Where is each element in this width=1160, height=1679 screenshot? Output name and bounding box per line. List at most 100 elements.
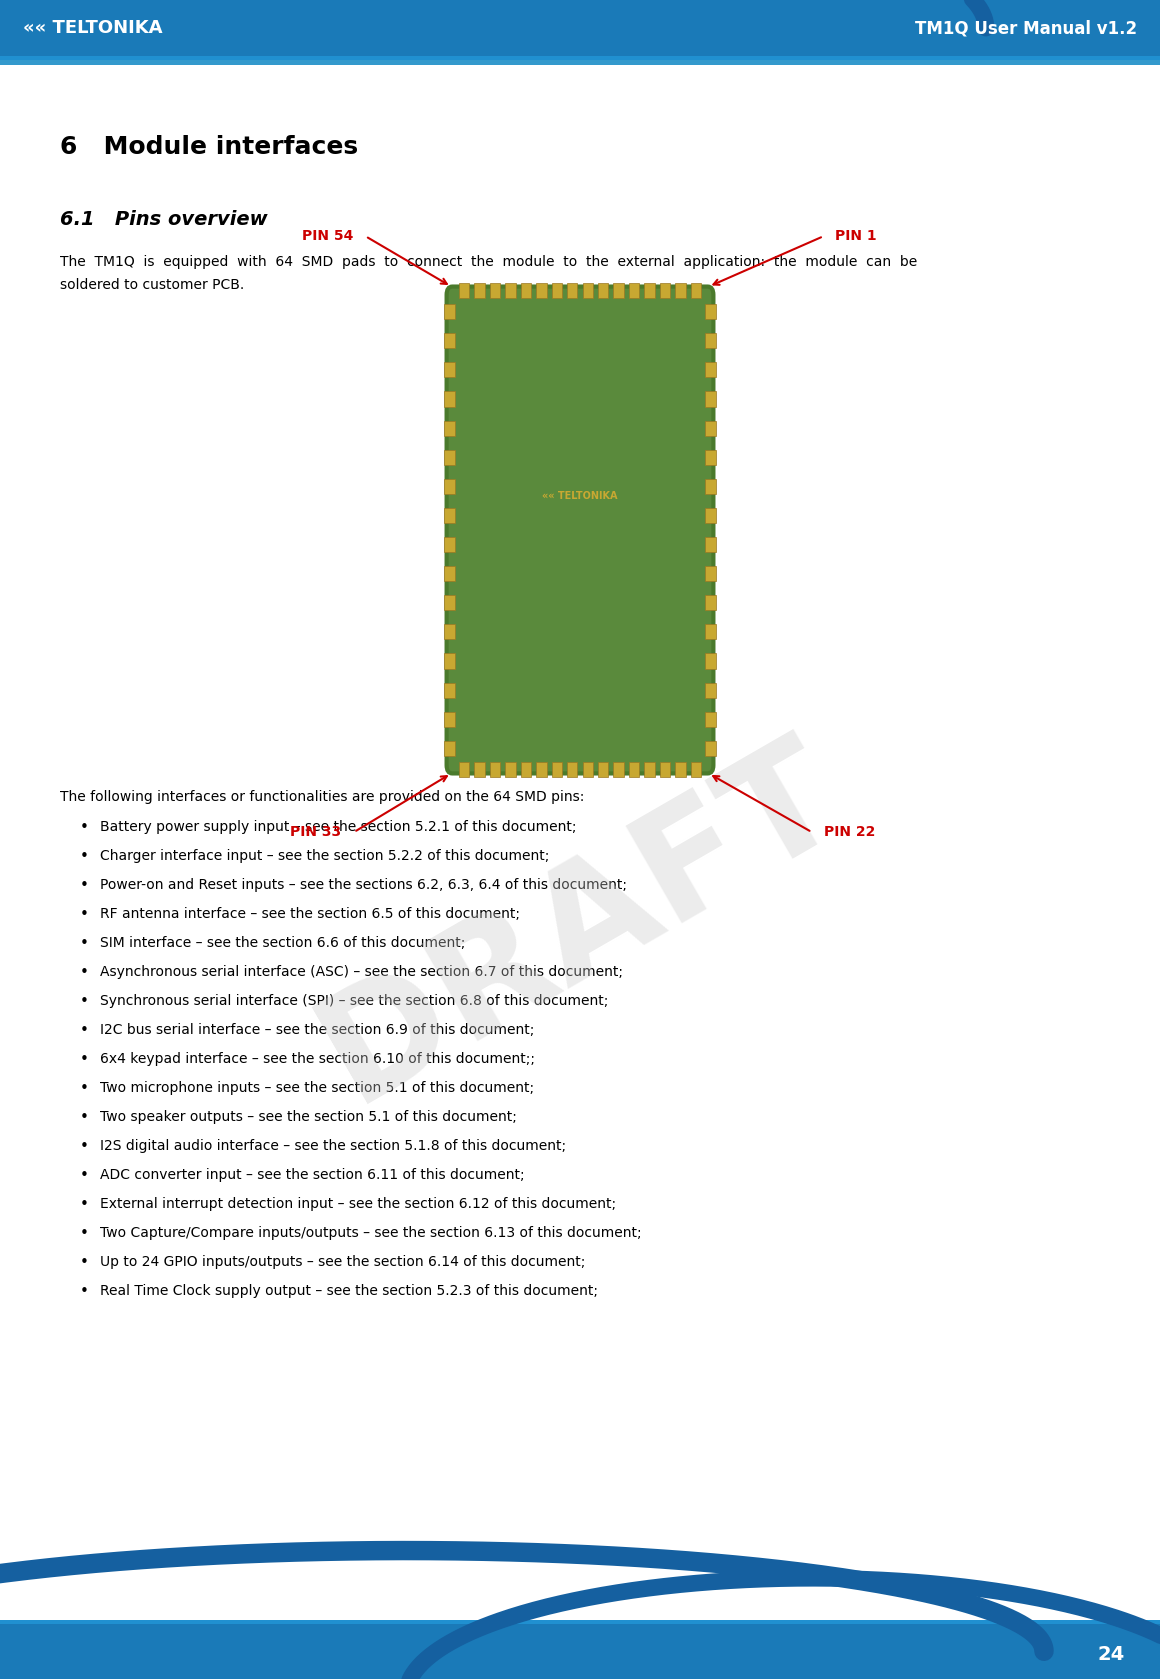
Text: PIN 22: PIN 22 xyxy=(824,824,875,840)
Bar xyxy=(444,566,455,581)
Text: Real Time Clock supply output – see the section 5.2.3 of this document;: Real Time Clock supply output – see the … xyxy=(100,1284,599,1298)
Text: «« TELTONIKA: «« TELTONIKA xyxy=(542,492,618,502)
Text: I2C bus serial interface – see the section 6.9 of this document;: I2C bus serial interface – see the secti… xyxy=(100,1023,535,1038)
Text: •: • xyxy=(80,1284,89,1300)
Text: Synchronous serial interface (SPI) – see the section 6.8 of this document;: Synchronous serial interface (SPI) – see… xyxy=(100,994,608,1007)
Bar xyxy=(705,566,716,581)
Bar xyxy=(705,304,716,319)
Bar xyxy=(691,762,702,777)
Bar xyxy=(582,284,593,299)
Bar xyxy=(705,363,716,378)
Text: 6x4 keypad interface – see the section 6.10 of this document;;: 6x4 keypad interface – see the section 6… xyxy=(100,1053,535,1066)
Text: TM1Q User Manual v1.2: TM1Q User Manual v1.2 xyxy=(915,18,1137,37)
Bar xyxy=(629,284,639,299)
Text: Asynchronous serial interface (ASC) – see the section 6.7 of this document;: Asynchronous serial interface (ASC) – se… xyxy=(100,965,623,979)
Text: SIM interface – see the section 6.6 of this document;: SIM interface – see the section 6.6 of t… xyxy=(100,935,465,950)
Bar xyxy=(705,682,716,697)
Text: Two Capture/Compare inputs/outputs – see the section 6.13 of this document;: Two Capture/Compare inputs/outputs – see… xyxy=(100,1226,641,1241)
Bar xyxy=(552,762,563,777)
Text: Charger interface input – see the section 5.2.2 of this document;: Charger interface input – see the sectio… xyxy=(100,850,550,863)
Bar xyxy=(705,594,716,609)
Bar xyxy=(705,332,716,348)
Bar xyxy=(645,284,655,299)
Text: ADC converter input – see the section 6.11 of this document;: ADC converter input – see the section 6.… xyxy=(100,1169,524,1182)
Bar xyxy=(506,284,516,299)
Bar xyxy=(645,762,655,777)
Bar xyxy=(567,284,578,299)
Text: Up to 24 GPIO inputs/outputs – see the section 6.14 of this document;: Up to 24 GPIO inputs/outputs – see the s… xyxy=(100,1254,586,1269)
Text: Two speaker outputs – see the section 5.1 of this document;: Two speaker outputs – see the section 5.… xyxy=(100,1110,517,1123)
Bar xyxy=(444,420,455,435)
Bar xyxy=(444,304,455,319)
Bar xyxy=(521,284,531,299)
FancyBboxPatch shape xyxy=(447,287,713,774)
Bar xyxy=(536,762,546,777)
Text: •: • xyxy=(80,850,89,865)
Text: 24: 24 xyxy=(1099,1644,1125,1664)
Bar xyxy=(0,59,1160,64)
Text: PIN 1: PIN 1 xyxy=(835,228,877,243)
Bar xyxy=(582,762,593,777)
Bar xyxy=(614,762,624,777)
Bar xyxy=(599,762,609,777)
Text: •: • xyxy=(80,1226,89,1241)
Text: •: • xyxy=(80,907,89,922)
Text: DRAFT: DRAFT xyxy=(296,717,864,1130)
Bar xyxy=(0,1652,1160,1679)
Bar xyxy=(506,762,516,777)
Text: «« TELTONIKA: «« TELTONIKA xyxy=(23,18,162,37)
Bar xyxy=(490,762,500,777)
Text: •: • xyxy=(80,935,89,950)
Bar xyxy=(0,1620,1160,1624)
Text: The following interfaces or functionalities are provided on the 64 SMD pins:: The following interfaces or functionalit… xyxy=(60,791,585,804)
Bar xyxy=(444,507,455,522)
Bar xyxy=(444,332,455,348)
Text: •: • xyxy=(80,1169,89,1184)
Text: PIN 33: PIN 33 xyxy=(290,824,341,840)
Bar xyxy=(474,284,485,299)
Bar xyxy=(444,653,455,668)
Bar xyxy=(0,1624,1160,1679)
Text: Battery power supply input – see the section 5.2.1 of this document;: Battery power supply input – see the sec… xyxy=(100,819,577,834)
Bar xyxy=(705,420,716,435)
Bar xyxy=(444,625,455,640)
Text: 6.1   Pins overview: 6.1 Pins overview xyxy=(60,210,268,228)
Text: •: • xyxy=(80,1053,89,1066)
Text: •: • xyxy=(80,878,89,893)
Text: 6   Module interfaces: 6 Module interfaces xyxy=(60,134,358,160)
Bar xyxy=(691,284,702,299)
Bar xyxy=(444,450,455,465)
Bar xyxy=(660,762,670,777)
Text: •: • xyxy=(80,1023,89,1038)
Text: •: • xyxy=(80,965,89,981)
Bar xyxy=(459,284,469,299)
Text: •: • xyxy=(80,1197,89,1212)
Text: Power-on and Reset inputs – see the sections 6.2, 6.3, 6.4 of this document;: Power-on and Reset inputs – see the sect… xyxy=(100,878,628,892)
Bar xyxy=(444,363,455,378)
Bar xyxy=(675,284,686,299)
Bar xyxy=(614,284,624,299)
Bar xyxy=(660,284,670,299)
Text: External interrupt detection input – see the section 6.12 of this document;: External interrupt detection input – see… xyxy=(100,1197,616,1211)
Bar xyxy=(705,450,716,465)
Bar xyxy=(567,762,578,777)
Bar xyxy=(705,507,716,522)
Bar xyxy=(705,537,716,552)
Bar xyxy=(0,0,1160,55)
Bar xyxy=(444,391,455,406)
Bar xyxy=(444,740,455,756)
Text: RF antenna interface – see the section 6.5 of this document;: RF antenna interface – see the section 6… xyxy=(100,907,520,922)
Text: •: • xyxy=(80,994,89,1009)
Bar xyxy=(599,284,609,299)
Bar xyxy=(536,284,546,299)
Text: •: • xyxy=(80,1254,89,1269)
Text: •: • xyxy=(80,1110,89,1125)
Bar xyxy=(705,653,716,668)
Bar xyxy=(705,391,716,406)
Text: Figure 6-1: Module SMD pins: Figure 6-1: Module SMD pins xyxy=(479,751,681,762)
Bar xyxy=(444,479,455,494)
Bar xyxy=(490,284,500,299)
Text: •: • xyxy=(80,1081,89,1096)
Text: Two microphone inputs – see the section 5.1 of this document;: Two microphone inputs – see the section … xyxy=(100,1081,534,1095)
Text: The  TM1Q  is  equipped  with  64  SMD  pads  to  connect  the  module  to  the : The TM1Q is equipped with 64 SMD pads to… xyxy=(60,255,918,269)
